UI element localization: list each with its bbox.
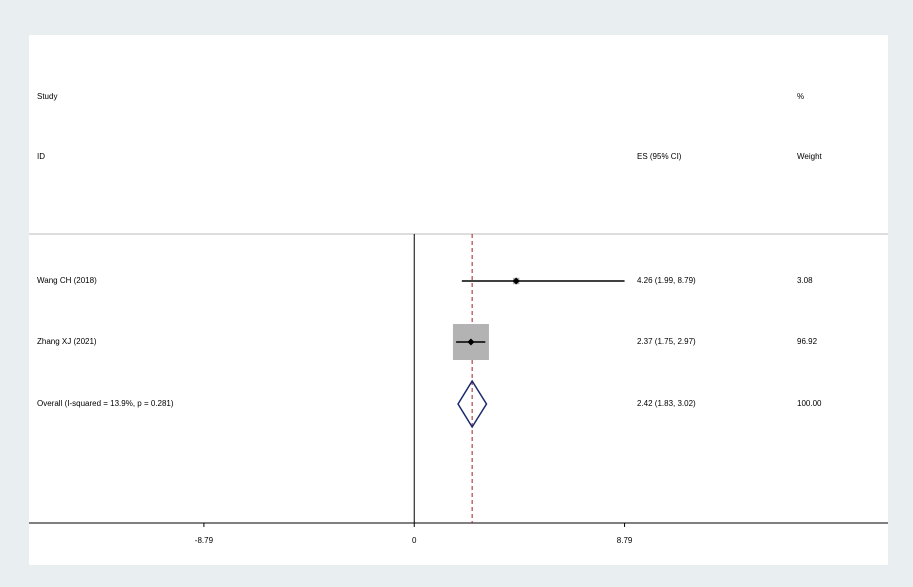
header-study: Study bbox=[37, 92, 57, 101]
study-label: Zhang XJ (2021) bbox=[37, 337, 97, 346]
point-estimate bbox=[512, 277, 520, 285]
x-tick-label: 8.79 bbox=[617, 536, 633, 545]
es-label: 4.26 (1.99, 8.79) bbox=[637, 276, 696, 285]
x-tick-label: 0 bbox=[412, 536, 417, 545]
weight-label: 3.08 bbox=[797, 276, 813, 285]
header-id: ID bbox=[37, 152, 45, 161]
study-label: Overall (I-squared = 13.9%, p = 0.281) bbox=[37, 399, 174, 408]
x-tick-label: -8.79 bbox=[195, 536, 214, 545]
overall-diamond bbox=[457, 379, 488, 429]
weight-label: 100.00 bbox=[797, 399, 822, 408]
plot-panel bbox=[29, 35, 888, 565]
point-estimate bbox=[467, 338, 475, 346]
header-pct: % bbox=[797, 92, 804, 101]
study-label: Wang CH (2018) bbox=[37, 276, 97, 285]
header-weight: Weight bbox=[797, 152, 823, 161]
header-es: ES (95% CI) bbox=[637, 152, 682, 161]
es-label: 2.42 (1.83, 3.02) bbox=[637, 399, 696, 408]
es-label: 2.37 (1.75, 2.97) bbox=[637, 337, 696, 346]
weight-label: 96.92 bbox=[797, 337, 818, 346]
